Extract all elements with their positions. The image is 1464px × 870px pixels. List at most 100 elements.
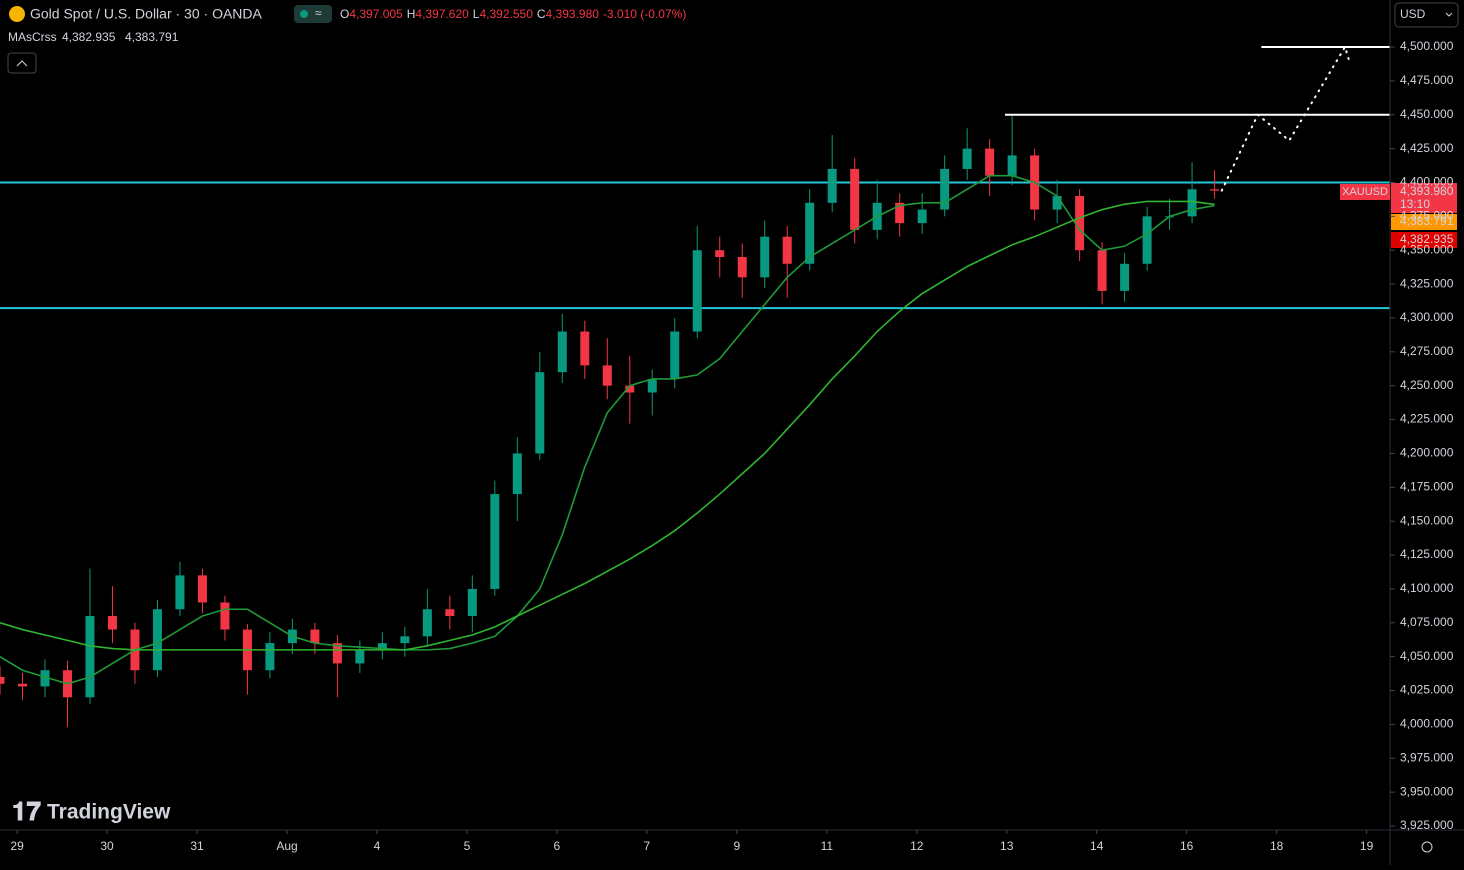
- y-tick-label: 4,000.000: [1400, 717, 1454, 731]
- last-price: 4,393.980: [1400, 184, 1454, 198]
- x-tick-label: 7: [644, 839, 651, 853]
- last-price-tag: [1391, 183, 1457, 213]
- candle-body: [760, 236, 770, 278]
- candle-body: [1210, 189, 1220, 191]
- y-tick-label: 4,375.000: [1400, 209, 1454, 223]
- y-tick-label: 4,350.000: [1400, 242, 1454, 256]
- logo: TradingView: [47, 801, 171, 824]
- candle-body: [1187, 189, 1197, 217]
- candle-body: [355, 649, 365, 664]
- x-tick-label: 19: [1360, 839, 1374, 853]
- x-tick-label: 6: [554, 839, 561, 853]
- candle-body: [850, 168, 860, 230]
- candle-body: [400, 636, 410, 644]
- x-tick-label: 5: [464, 839, 471, 853]
- y-tick-label: 4,250.000: [1400, 378, 1454, 392]
- slow-ma-tag: [1391, 214, 1457, 230]
- candle-body: [0, 676, 5, 684]
- y-tick-label: 4,400.000: [1400, 175, 1454, 189]
- candle-body: [152, 609, 162, 671]
- candle-body: [422, 609, 432, 637]
- x-tick-label: 29: [10, 839, 24, 853]
- settings-icon[interactable]: [1421, 841, 1433, 853]
- candle-body: [377, 643, 387, 650]
- candle-body: [490, 494, 500, 589]
- candle-body: [85, 616, 95, 698]
- x-tick-label: 31: [190, 839, 204, 853]
- candle-body: [827, 168, 837, 203]
- y-tick-label: 4,100.000: [1400, 581, 1454, 595]
- candle-body: [40, 670, 50, 687]
- candle-body: [1142, 216, 1152, 264]
- fast-ma-price: 4,382.935: [1400, 232, 1454, 246]
- y-tick-label: 4,475.000: [1400, 73, 1454, 87]
- candle-body: [647, 378, 657, 393]
- x-tick-label: 30: [100, 839, 114, 853]
- y-tick-label: 4,075.000: [1400, 615, 1454, 629]
- candle-body: [580, 331, 590, 366]
- candle-body: [962, 148, 972, 169]
- y-tick-label: 4,225.000: [1400, 412, 1454, 426]
- indicator-value: 4,383.791: [125, 30, 179, 44]
- currency-select[interactable]: [1394, 2, 1459, 28]
- y-tick-label: 4,500.000: [1400, 39, 1454, 53]
- collapse-icon: [16, 60, 28, 67]
- candle-body: [332, 643, 342, 664]
- y-tick-label: 4,325.000: [1400, 276, 1454, 290]
- countdown: 13:10: [1400, 197, 1430, 211]
- x-tick-label: 13: [1000, 839, 1014, 853]
- y-tick-label: 3,950.000: [1400, 784, 1454, 798]
- candle-body: [985, 148, 995, 176]
- candle-body: [310, 629, 320, 644]
- indicator-name: MAsCrss: [8, 30, 57, 44]
- ohlc-value: 4,392.550: [479, 7, 533, 21]
- x-tick-label: 11: [821, 839, 834, 853]
- status-badge: [294, 5, 332, 23]
- y-tick-label: 4,025.000: [1400, 683, 1454, 697]
- currency: USD: [1400, 7, 1426, 21]
- moving-average: [0, 174, 1215, 685]
- y-tick-label: 4,175.000: [1400, 479, 1454, 493]
- x-tick-label: 16: [1180, 839, 1194, 853]
- candle-body: [1120, 263, 1130, 291]
- y-tick-label: 4,425.000: [1400, 141, 1454, 155]
- ohlc-label: H: [407, 7, 416, 21]
- projection: [1220, 44, 1351, 192]
- candle-body: [940, 168, 950, 210]
- candle-body: [265, 643, 275, 671]
- y-tick-label: 4,275.000: [1400, 344, 1454, 358]
- x-tick-label: Aug: [276, 839, 297, 853]
- fast-ma-tag: [1391, 232, 1457, 248]
- candle-body: [895, 202, 905, 224]
- candle-body: [805, 202, 815, 264]
- ticker: XAUUSD: [1342, 186, 1388, 198]
- candle-body: [1052, 196, 1062, 210]
- candle-body: [557, 331, 567, 373]
- slow-ma-price: 4,383.791: [1400, 214, 1454, 228]
- ohlc-label: C: [537, 7, 546, 21]
- candle-body: [917, 209, 927, 224]
- y-tick-label: 4,125.000: [1400, 547, 1454, 561]
- y-tick-label: 3,975.000: [1400, 750, 1454, 764]
- candle-body: [715, 250, 725, 257]
- candle-body: [535, 372, 545, 454]
- candle-body: [782, 236, 792, 264]
- y-tick-label: 4,050.000: [1400, 649, 1454, 663]
- x-tick-label: 18: [1270, 839, 1284, 853]
- y-tick-label: 3,925.000: [1400, 818, 1454, 832]
- symbol-logo: [9, 6, 25, 22]
- change: -3.010 (-0.07%): [603, 7, 686, 21]
- y-tick-label: 4,200.000: [1400, 446, 1454, 460]
- candle-body: [670, 331, 680, 379]
- candle-body: [625, 385, 635, 393]
- ohlc-value: 4,397.005: [349, 7, 403, 21]
- y-tick-label: 4,450.000: [1400, 107, 1454, 121]
- collapse-button[interactable]: [7, 52, 37, 74]
- candle-body: [692, 250, 702, 332]
- status-dot: [300, 10, 308, 18]
- y-tick-label: 4,150.000: [1400, 513, 1454, 527]
- x-tick-label: 9: [733, 839, 740, 853]
- candle-body: [512, 453, 522, 495]
- candle-body: [17, 683, 27, 687]
